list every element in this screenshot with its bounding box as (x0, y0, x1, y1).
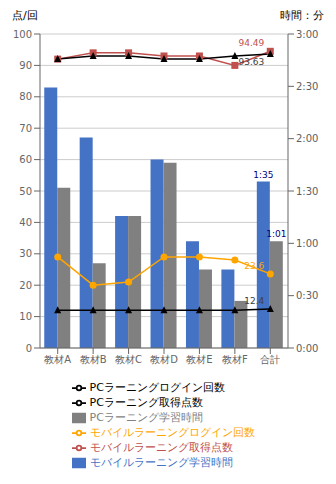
html-text:PCラーニング取得点数: PCラーニング取得点数 (89, 396, 203, 409)
svg-text:20: 20 (19, 280, 32, 291)
svg-text:教材F: 教材F (222, 354, 248, 365)
svg-text:教材C: 教材C (115, 354, 142, 365)
svg-text:1:30: 1:30 (296, 186, 318, 197)
svg-text:2:00: 2:00 (296, 133, 318, 144)
svg-text:0: 0 (26, 343, 32, 354)
svg-text:3:00: 3:00 (296, 29, 318, 40)
svg-text:12.4: 12.4 (244, 296, 264, 306)
svg-text:70: 70 (19, 123, 32, 134)
svg-text:23.6: 23.6 (244, 261, 264, 271)
svg-text:0:00: 0:00 (296, 343, 318, 354)
svg-text:60: 60 (19, 154, 32, 165)
svg-text:10: 10 (19, 311, 32, 322)
svg-text:教材E: 教材E (186, 354, 212, 365)
svg-text:80: 80 (19, 91, 32, 102)
svg-text:教材D: 教材D (150, 354, 178, 365)
svg-text:30: 30 (19, 248, 32, 259)
html-text:PCラーニングログイン回数: PCラーニングログイン回数 (89, 381, 225, 394)
svg-text:90: 90 (19, 60, 32, 71)
svg-text:0:30: 0:30 (296, 290, 318, 301)
svg-text:合計: 合計 (260, 354, 280, 365)
svg-text:50: 50 (19, 186, 32, 197)
svg-text:教材B: 教材B (80, 354, 107, 365)
svg-text:1:35: 1:35 (253, 170, 273, 180)
svg-text:94.49: 94.49 (239, 38, 265, 48)
html-text:時間：分: 時間：分 (280, 9, 324, 22)
svg-text:1:01: 1:01 (266, 229, 286, 239)
html-text:モバイルラーニングログイン回数: モバイルラーニングログイン回数 (89, 426, 255, 439)
svg-text:教材A: 教材A (44, 354, 71, 365)
svg-text:1:00: 1:00 (296, 238, 318, 249)
svg-text:2:30: 2:30 (296, 81, 318, 92)
html-text:モバイルラーニング取得点数: モバイルラーニング取得点数 (89, 441, 233, 454)
svg-text:93.63: 93.63 (239, 57, 265, 67)
html-text:点/回: 点/回 (12, 9, 38, 22)
svg-text:100: 100 (13, 29, 32, 40)
html-text:モバイルラーニング学習時間: モバイルラーニング学習時間 (89, 456, 233, 469)
svg-text:40: 40 (19, 217, 32, 228)
html-text:PCラーニング学習時間: PCラーニング学習時間 (89, 411, 203, 424)
